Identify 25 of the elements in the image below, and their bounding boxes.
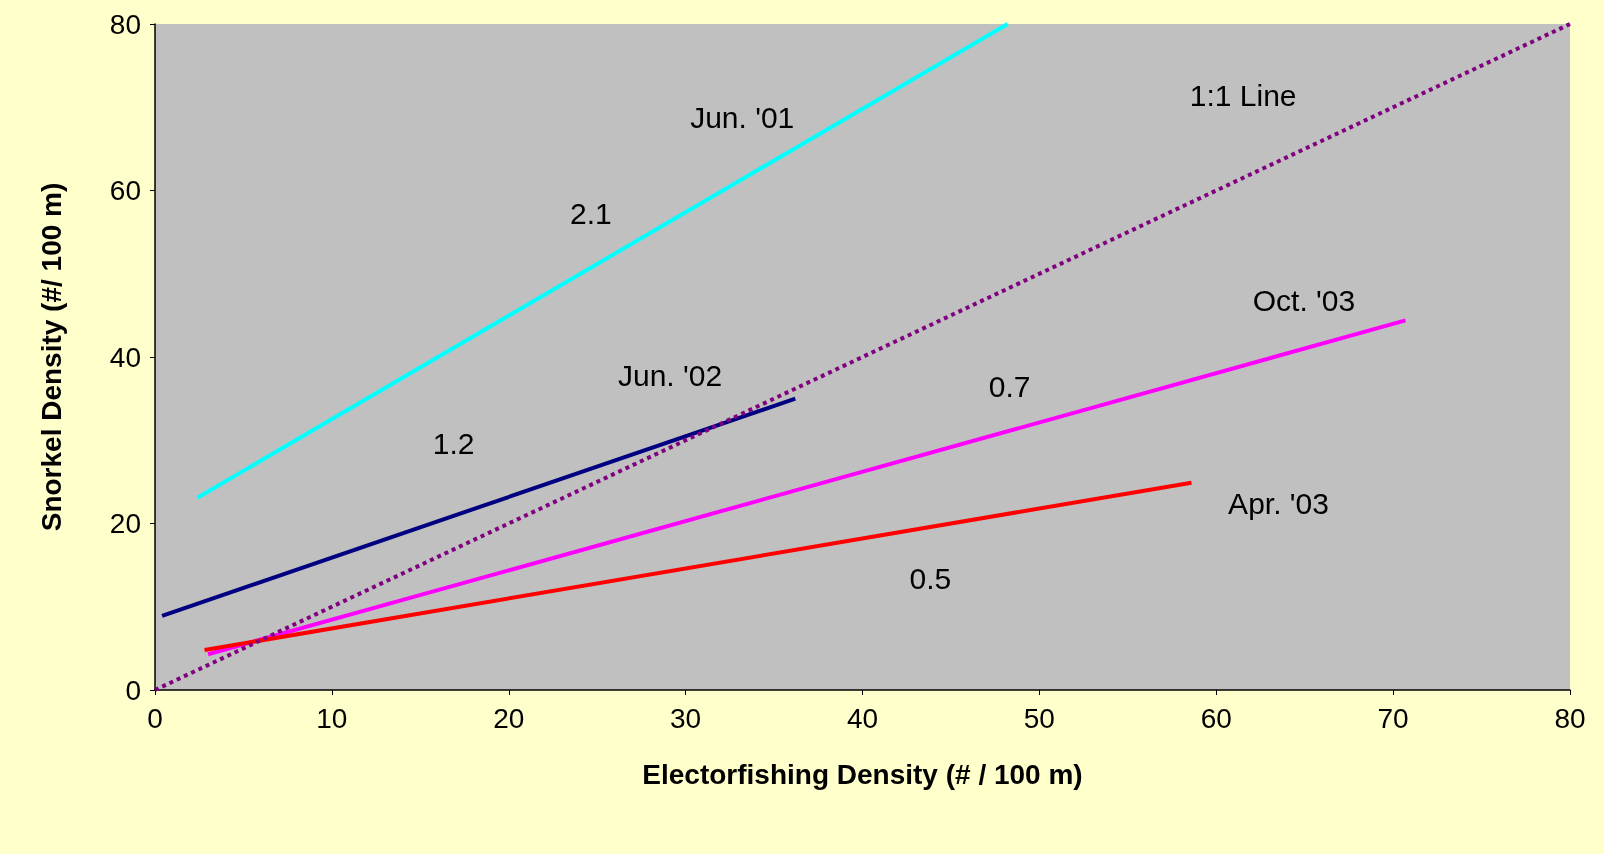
y-tick-label: 0	[125, 674, 141, 706]
x-tick-label: 30	[670, 702, 702, 734]
x-tick-label: 50	[1023, 702, 1055, 734]
x-tick-label: 70	[1377, 702, 1409, 734]
x-tick-label: 20	[493, 702, 525, 734]
y-axis-title: Snorkel Density (#/ 100 m)	[35, 182, 67, 532]
x-tick-label: 10	[316, 702, 348, 734]
series-label: Jun. '01	[690, 101, 795, 135]
x-tick-label: 40	[846, 702, 879, 734]
series-label: 1:1 Line	[1189, 79, 1297, 113]
annotation: 2.1	[569, 196, 612, 230]
y-tick-label: 20	[109, 508, 141, 539]
x-tick-label: 80	[1554, 702, 1586, 734]
annotation: 0.5	[909, 562, 952, 596]
y-tick-label: 80	[109, 8, 141, 40]
x-tick-label: 60	[1200, 702, 1232, 734]
series-label: Jun. '02	[617, 359, 723, 393]
y-tick-label: 60	[109, 175, 141, 206]
x-axis-title: Electorfishing Density (# / 100 m)	[642, 758, 1083, 790]
annotation: 1.2	[432, 427, 475, 461]
series-label: Apr. '03	[1228, 487, 1329, 521]
x-tick-label: 0	[147, 702, 163, 734]
annotation: 0.7	[988, 369, 1031, 403]
y-tick-label: 40	[109, 341, 141, 373]
series-label: Oct. '03	[1252, 283, 1356, 317]
